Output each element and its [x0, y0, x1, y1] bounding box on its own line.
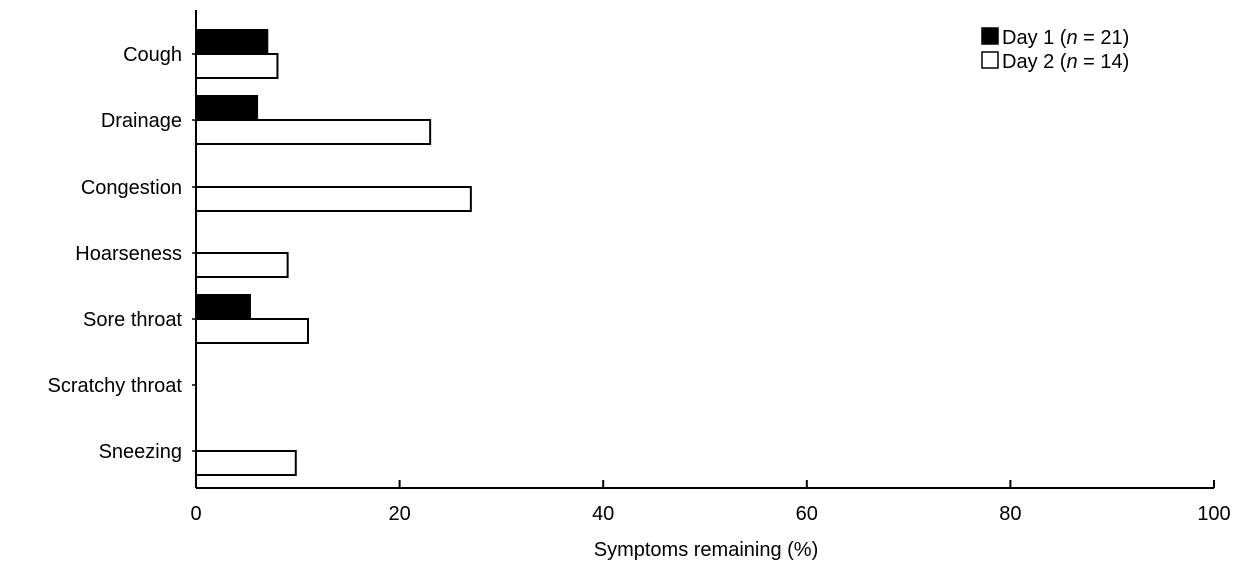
category-label: Cough — [123, 44, 182, 66]
legend-entry: Day 2 (n = 14) — [1002, 51, 1129, 73]
category-label: Scratchy throat — [47, 375, 182, 397]
category-label: Drainage — [101, 110, 182, 132]
bar-day1 — [195, 95, 259, 121]
x-tick-label: 40 — [592, 503, 614, 525]
axes — [192, 10, 1214, 489]
x-tick-label: 20 — [388, 503, 410, 525]
bars — [195, 29, 472, 476]
legend-swatch — [981, 51, 999, 69]
category-label: Congestion — [81, 177, 182, 199]
x-tick-label: 100 — [1197, 503, 1230, 525]
category-label: Sore throat — [83, 309, 182, 331]
category-label: Sneezing — [99, 441, 182, 463]
x-tick-label: 60 — [796, 503, 818, 525]
x-tick-label: 0 — [190, 503, 201, 525]
category-labels: Cough Drainage Congestion Hoarseness Sore th… — [47, 44, 182, 463]
bar-day1 — [195, 294, 251, 320]
bar-day1 — [195, 29, 269, 55]
bar-day2 — [195, 450, 297, 476]
x-ticks: 0 20 40 60 80 100 — [190, 480, 1231, 525]
bar-day2 — [195, 186, 472, 212]
x-axis-label: Symptoms remaining (%) — [594, 539, 819, 561]
legend-swatch — [981, 27, 999, 45]
category-label: Hoarseness — [75, 243, 182, 265]
bar-day2 — [195, 318, 309, 344]
bar-day2 — [195, 252, 289, 278]
bar-day2 — [195, 53, 279, 79]
x-tick-label: 80 — [999, 503, 1021, 525]
legend: Day 1 (n = 21)Day 2 (n = 14) — [981, 27, 1129, 73]
legend-entry: Day 1 (n = 21) — [1002, 27, 1129, 49]
bar-day2 — [195, 119, 432, 145]
